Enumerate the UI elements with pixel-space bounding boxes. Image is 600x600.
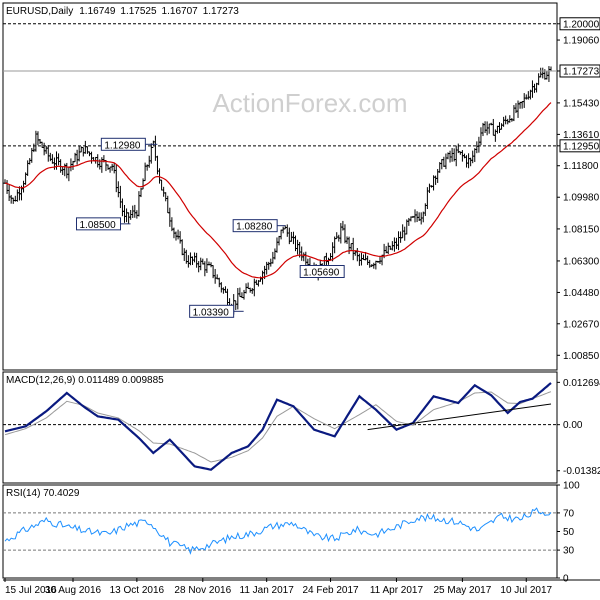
price-tick-box bbox=[559, 64, 600, 78]
macd-tick-label: -0.013822 bbox=[563, 466, 600, 477]
price-tick-label: 1.13610 bbox=[563, 130, 600, 141]
x-tick-label: 11 Apr 2017 bbox=[370, 585, 424, 596]
pivot-label: 1.08280 bbox=[236, 222, 273, 233]
price-tick-label: 1.20000 bbox=[563, 19, 600, 30]
rsi-line bbox=[4, 507, 552, 555]
price-title: EURUSD,Daily 1.16749 1.17525 1.16707 1.17273 bbox=[6, 6, 239, 17]
rsi-tick-label: 30 bbox=[563, 546, 575, 557]
x-tick-label: 13 Oct 2016 bbox=[110, 585, 165, 596]
price-open: 1.16749 bbox=[79, 6, 116, 17]
price-tick-label: 1.02670 bbox=[563, 319, 600, 330]
macd-trendline bbox=[367, 403, 552, 431]
price-tick-box bbox=[559, 17, 600, 31]
price-high: 1.17525 bbox=[120, 6, 157, 17]
price-tick-label: 1.17273 bbox=[563, 66, 600, 77]
price-low: 1.16707 bbox=[162, 6, 199, 17]
rsi-tick-label: 0 bbox=[563, 574, 569, 585]
price-tick-label: 1.12950 bbox=[563, 141, 600, 152]
x-tick-label: 28 Nov 2016 bbox=[174, 585, 231, 596]
price-symbol: EURUSD,Daily bbox=[6, 6, 73, 17]
rsi-tick-label: 70 bbox=[563, 508, 575, 519]
price-close: 1.17273 bbox=[203, 6, 240, 17]
price-tick-label: 1.11800 bbox=[563, 161, 599, 172]
macd-line bbox=[4, 382, 552, 471]
x-tick-label: 11 Jan 2017 bbox=[240, 585, 295, 596]
rsi-tick-label: 100 bbox=[563, 481, 580, 492]
price-tick-label: 1.15430 bbox=[563, 98, 600, 109]
macd-tick-label: 0.00 bbox=[563, 420, 583, 431]
price-tick-label: 1.00850 bbox=[563, 351, 600, 362]
x-tick-label: 30 Aug 2016 bbox=[45, 585, 102, 596]
x-tick-label: 15 Jul 2016 bbox=[5, 585, 57, 596]
rsi-title: RSI(14) 70.4029 bbox=[6, 488, 80, 499]
macd-title: MACD(12,26,9) 0.011489 0.009885 bbox=[6, 375, 164, 386]
rsi-tick-label: 50 bbox=[563, 527, 575, 538]
price-tick-label: 1.09980 bbox=[563, 193, 600, 204]
pane-frame-0 bbox=[2, 2, 558, 371]
x-tick-label: 24 Feb 2017 bbox=[302, 585, 359, 596]
macd-tick-label: 0.012694 bbox=[563, 378, 600, 389]
pane-frame-1 bbox=[2, 371, 558, 484]
x-tick-label: 10 Jul 2017 bbox=[500, 585, 552, 596]
pivot-label: 1.08500 bbox=[80, 220, 117, 231]
price-tick-box bbox=[559, 139, 600, 153]
price-tick-label: 1.04480 bbox=[563, 288, 600, 299]
moving-average-line bbox=[4, 102, 552, 279]
pivot-box bbox=[299, 264, 345, 278]
watermark-text: ActionForex.com bbox=[212, 88, 407, 118]
price-tick-label: 1.06300 bbox=[563, 256, 600, 267]
x-tick-label: 25 May 2017 bbox=[433, 585, 491, 596]
price-tick-label: 1.08150 bbox=[563, 224, 600, 235]
pivot-label: 1.03390 bbox=[193, 307, 230, 318]
pivot-label: 1.05690 bbox=[303, 267, 340, 278]
price-tick-label: 1.19060 bbox=[563, 36, 600, 47]
pivot-label: 1.12980 bbox=[104, 140, 141, 151]
